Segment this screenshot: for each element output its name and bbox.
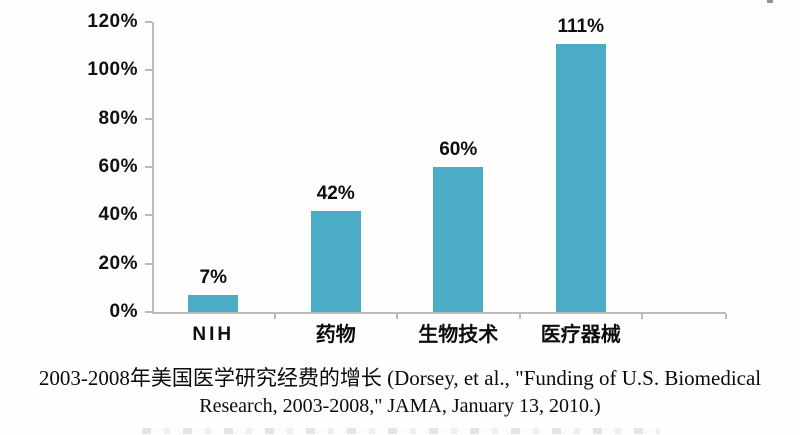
y-tick-mark <box>145 166 152 168</box>
x-tick-mark <box>518 314 521 319</box>
x-tick-mark <box>273 314 276 319</box>
bar-value-label: 7% <box>199 267 227 289</box>
category-label-medical-devices: 医疗器械 <box>540 324 621 346</box>
bar-biotech <box>433 167 484 312</box>
y-axis-tick-label: 0% <box>109 301 138 322</box>
caption-line-2: Research, 2003-2008," JAMA, January 13, … <box>199 395 601 417</box>
bar-drugs <box>310 210 361 312</box>
x-axis-line <box>152 312 726 314</box>
bar-nih <box>188 295 239 312</box>
y-tick-mark <box>145 214 152 217</box>
y-tick-mark <box>145 311 152 313</box>
y-tick-mark <box>145 69 152 72</box>
x-tick-mark <box>641 314 643 319</box>
x-axis-end-tick <box>725 314 727 319</box>
category-label-nih: NIH <box>192 324 235 345</box>
bar-medical-devices <box>555 43 606 312</box>
corner-artifact <box>767 0 773 3</box>
y-tick-mark <box>145 117 152 120</box>
bar-value-label: 42% <box>316 182 355 204</box>
y-axis-tick-label: 120% <box>87 11 138 32</box>
category-label-biotech: 生物技术 <box>418 324 499 346</box>
y-axis-tick-label: 100% <box>87 59 138 81</box>
bar-value-label: 60% <box>439 139 478 160</box>
y-axis-tick-label: 40% <box>98 204 138 226</box>
y-axis-tick-label: 20% <box>98 252 138 274</box>
category-label-drugs: 药物 <box>315 324 356 346</box>
y-axis-line <box>152 22 154 313</box>
cropped-text-artifact <box>142 428 660 434</box>
y-tick-mark <box>145 21 152 23</box>
y-axis-tick-label: 60% <box>98 156 138 177</box>
caption-line-1: 2003-2008年美国医学研究经费的增长 (Dorsey, et al., "… <box>38 366 762 390</box>
figure-caption: 2003-2008年美国医学研究经费的增长 (Dorsey, et al., "… <box>0 363 800 419</box>
bar-value-label: 111% <box>557 15 605 37</box>
y-tick-mark <box>145 262 152 265</box>
y-axis-tick-label: 80% <box>98 107 138 129</box>
x-tick-mark <box>396 314 398 319</box>
